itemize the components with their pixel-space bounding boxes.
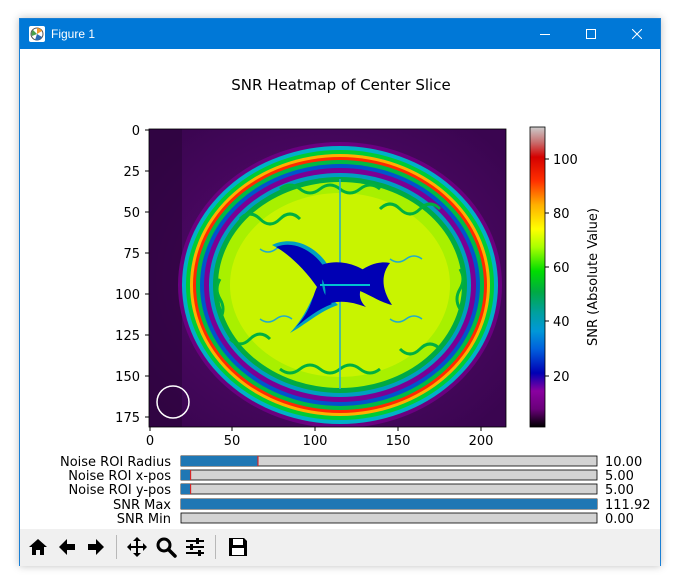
pan-icon	[127, 537, 147, 557]
window-title: Figure 1	[51, 27, 96, 41]
back-icon	[59, 539, 75, 555]
y-tick-label: 50	[123, 206, 140, 221]
y-tick-label: 125	[115, 329, 140, 344]
x-tick-label: 200	[469, 434, 494, 449]
pan-button[interactable]	[123, 533, 151, 561]
slider-panel: Noise ROI Radius 10.00 Noise ROI x-pos 5…	[60, 455, 651, 527]
x-tick-label: 0	[146, 434, 154, 449]
slider-label: Noise ROI x-pos	[68, 469, 171, 484]
slider-label: SNR Max	[113, 498, 171, 513]
configure-subplots-icon	[186, 538, 204, 556]
home-button[interactable]	[24, 533, 52, 561]
toolbar-separator	[116, 535, 117, 559]
save-button[interactable]	[224, 533, 252, 561]
maximize-button[interactable]	[568, 19, 614, 49]
y-tick-label: 25	[123, 165, 140, 180]
slider-label: Noise ROI Radius	[60, 455, 171, 470]
back-button[interactable]	[53, 533, 81, 561]
colorbar-tick-label: 80	[553, 207, 570, 222]
close-icon	[632, 29, 642, 39]
forward-button[interactable]	[82, 533, 110, 561]
save-icon	[229, 538, 247, 556]
slider-label: Noise ROI y-pos	[68, 483, 171, 498]
plot-title: SNR Heatmap of Center Slice	[231, 76, 450, 94]
home-icon	[29, 539, 47, 555]
slider-noise-roi-radius[interactable]: Noise ROI Radius 10.00	[60, 455, 642, 470]
colorbar: 20 40 60 80 100 SNR (Absolute Value)	[529, 126, 601, 428]
slider-label: SNR Min	[117, 512, 171, 527]
forward-icon	[88, 539, 104, 555]
slider-snr-max[interactable]: SNR Max 111.92	[113, 498, 651, 513]
slider-noise-roi-x-pos[interactable]: Noise ROI x-pos 5.00	[68, 469, 634, 484]
snr-heatmap-image[interactable]	[149, 129, 506, 428]
x-tick-label: 50	[224, 434, 241, 449]
colorbar-tick-label: 40	[553, 315, 570, 330]
x-tick-label: 150	[386, 434, 411, 449]
y-tick-label: 75	[123, 247, 140, 262]
slider-value: 111.92	[605, 498, 651, 513]
y-tick-label: 175	[115, 411, 140, 426]
toolbar-separator	[215, 535, 216, 559]
matplotlib-app-icon	[29, 26, 45, 42]
minimize-icon	[540, 34, 550, 35]
minimize-button[interactable]	[522, 19, 568, 49]
x-tick-label: 100	[303, 434, 328, 449]
slider-value: 0.00	[605, 512, 634, 527]
title-bar: Figure 1	[20, 19, 660, 49]
y-tick-label: 100	[115, 288, 140, 303]
slider-snr-min[interactable]: SNR Min 0.00	[117, 512, 634, 527]
slider-value: 5.00	[605, 469, 634, 484]
configure-subplots-button[interactable]	[181, 533, 209, 561]
slider-value: 5.00	[605, 483, 634, 498]
colorbar-label: SNR (Absolute Value)	[586, 208, 601, 346]
maximize-icon	[586, 29, 596, 39]
figure-window: Figure 1	[19, 18, 661, 566]
y-tick-label: 150	[115, 370, 140, 385]
slider-noise-roi-y-pos[interactable]: Noise ROI y-pos 5.00	[68, 483, 634, 498]
zoom-button[interactable]	[152, 533, 180, 561]
zoom-icon	[156, 537, 177, 558]
figure-canvas[interactable]: SNR Heatmap of Center Slice	[20, 49, 660, 529]
x-axis: 0 50 100 150 200	[146, 427, 494, 449]
navigation-toolbar	[20, 529, 660, 566]
slider-value: 10.00	[605, 455, 642, 470]
figure-svg: SNR Heatmap of Center Slice	[60, 76, 651, 527]
colorbar-tick-label: 20	[553, 370, 570, 385]
colorbar-tick-label: 60	[553, 261, 570, 276]
y-axis: 0 25 50 75 100 125 150 175	[115, 124, 149, 426]
close-button[interactable]	[614, 19, 660, 49]
y-tick-label: 0	[132, 124, 140, 139]
noise-roi-circle	[156, 385, 190, 419]
colorbar-tick-label: 100	[553, 153, 578, 168]
